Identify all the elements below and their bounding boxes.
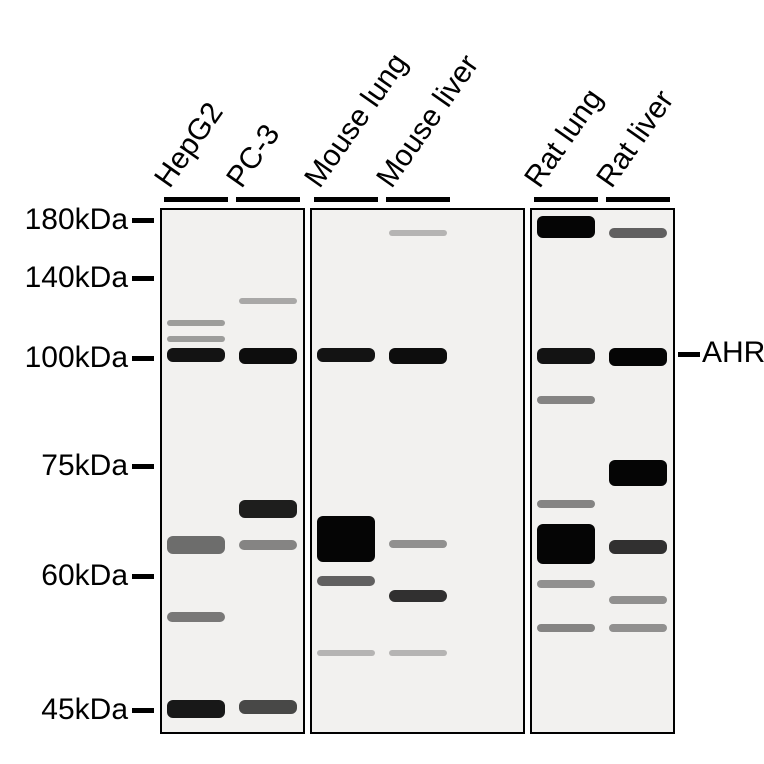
lane-underline-2 — [314, 197, 378, 202]
band — [609, 460, 667, 486]
band — [609, 228, 667, 238]
mw-tick-140 — [132, 276, 154, 281]
mw-label-60: 60kDa — [8, 559, 128, 593]
band — [537, 624, 595, 632]
band — [537, 216, 595, 238]
mw-label-180: 180kDa — [8, 203, 128, 237]
band — [239, 298, 297, 304]
band — [239, 500, 297, 518]
target-tick — [678, 352, 700, 357]
band — [167, 612, 225, 622]
band — [537, 396, 595, 404]
band — [317, 650, 375, 656]
band — [239, 540, 297, 550]
mw-tick-60 — [132, 574, 154, 579]
mw-tick-180 — [132, 218, 154, 223]
band — [239, 348, 297, 364]
band — [609, 348, 667, 366]
band — [317, 348, 375, 362]
lane-underline-1 — [236, 197, 300, 202]
mw-label-45: 45kDa — [8, 693, 128, 727]
band — [167, 348, 225, 362]
lane-underline-3 — [386, 197, 450, 202]
band — [389, 348, 447, 364]
band — [389, 590, 447, 602]
band — [537, 524, 595, 564]
target-label: AHR — [702, 336, 764, 370]
mw-label-140: 140kDa — [8, 261, 128, 295]
lane-label-hepg2: HepG2 — [148, 97, 230, 194]
lane-label-pc3: PC-3 — [220, 119, 287, 194]
lane-underline-4 — [534, 197, 598, 202]
band — [609, 596, 667, 604]
band — [389, 650, 447, 656]
band — [609, 540, 667, 554]
band — [537, 348, 595, 364]
lane-underline-0 — [164, 197, 228, 202]
band — [239, 700, 297, 714]
band — [389, 230, 447, 236]
band — [537, 500, 595, 508]
band — [317, 576, 375, 586]
band — [537, 580, 595, 588]
mw-label-100: 100kDa — [8, 341, 128, 375]
band — [389, 540, 447, 548]
band — [317, 516, 375, 562]
mw-tick-75 — [132, 464, 154, 469]
lane-underline-5 — [606, 197, 670, 202]
band — [167, 536, 225, 554]
western-blot-figure: 180kDa 140kDa 100kDa 75kDa 60kDa 45kDa H… — [0, 0, 764, 764]
band — [609, 624, 667, 632]
band — [167, 700, 225, 718]
gel-panel-1 — [160, 208, 305, 734]
mw-tick-100 — [132, 356, 154, 361]
mw-tick-45 — [132, 708, 154, 713]
band — [167, 336, 225, 342]
band — [167, 320, 225, 326]
mw-label-75: 75kDa — [8, 449, 128, 483]
